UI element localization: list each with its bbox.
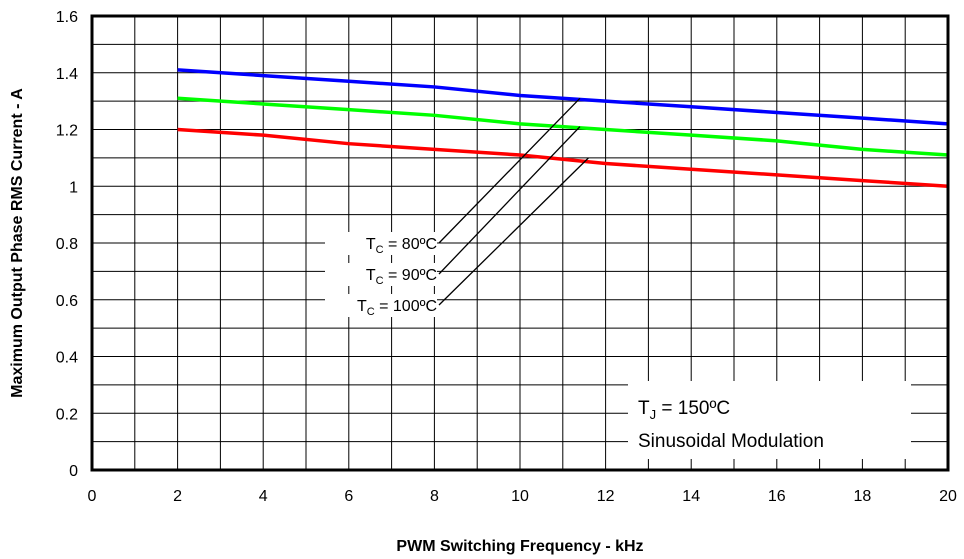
x-axis-ticks: 0 2 4 6 8 10 12 14 16 18 20 (88, 488, 957, 505)
junction-temperature-label: TJ = 150ºC (638, 398, 730, 422)
y-tick-label: 1.6 (56, 9, 78, 26)
curve-label-leader (438, 157, 589, 306)
y-axis-ticks: 0 0.2 0.4 0.6 0.8 1 1.2 1.4 1.6 (56, 9, 78, 480)
series-line (177, 68, 949, 126)
y-axis-title: Maximum Output Phase RMS Current - A (9, 88, 26, 398)
y-tick-label: 0 (69, 463, 78, 480)
y-tick-label: 0.2 (56, 406, 78, 423)
x-tick-label: 2 (173, 488, 182, 505)
y-tick-label: 0.4 (56, 350, 78, 367)
curve-label: TC = 100ºC (357, 298, 437, 318)
y-tick-label: 0.8 (56, 236, 78, 253)
x-tick-label: 0 (88, 488, 97, 505)
series-line (177, 96, 949, 157)
x-tick-label: 14 (682, 488, 700, 505)
plot-area-frame (90, 14, 950, 472)
x-tick-label: 18 (854, 488, 872, 505)
series-lines (177, 68, 949, 188)
y-tick-label: 0.6 (56, 293, 78, 310)
curve-label-leader (438, 126, 581, 275)
x-tick-label: 12 (597, 488, 615, 505)
curve-label-background (325, 232, 437, 255)
curve-label-leader (438, 97, 581, 244)
x-tick-label: 16 (768, 488, 786, 505)
modulation-label: Sinusoidal Modulation (638, 431, 824, 452)
x-tick-label: 20 (939, 488, 957, 505)
x-axis-title: PWM Switching Frequency - kHz (396, 538, 643, 555)
curve-label-background (325, 263, 437, 286)
curve-label-leaders (438, 97, 589, 306)
x-tick-label: 6 (344, 488, 353, 505)
x-tick-label: 4 (259, 488, 268, 505)
curve-label: TC = 90ºC (366, 267, 437, 287)
curve-label-background (325, 294, 437, 317)
y-tick-label: 1 (69, 179, 78, 196)
y-tick-label: 1.2 (56, 123, 78, 140)
curve-label: TC = 80ºC (366, 236, 437, 256)
x-tick-label: 10 (511, 488, 529, 505)
x-tick-label: 8 (430, 488, 439, 505)
conditions-box-background (628, 381, 911, 459)
conditions-box: TJ = 150ºC Sinusoidal Modulation (628, 381, 911, 459)
curve-labels: TC = 80ºC TC = 90ºC TC = 100ºC (325, 232, 437, 318)
series-line (177, 127, 949, 188)
y-tick-label: 1.4 (56, 66, 78, 83)
